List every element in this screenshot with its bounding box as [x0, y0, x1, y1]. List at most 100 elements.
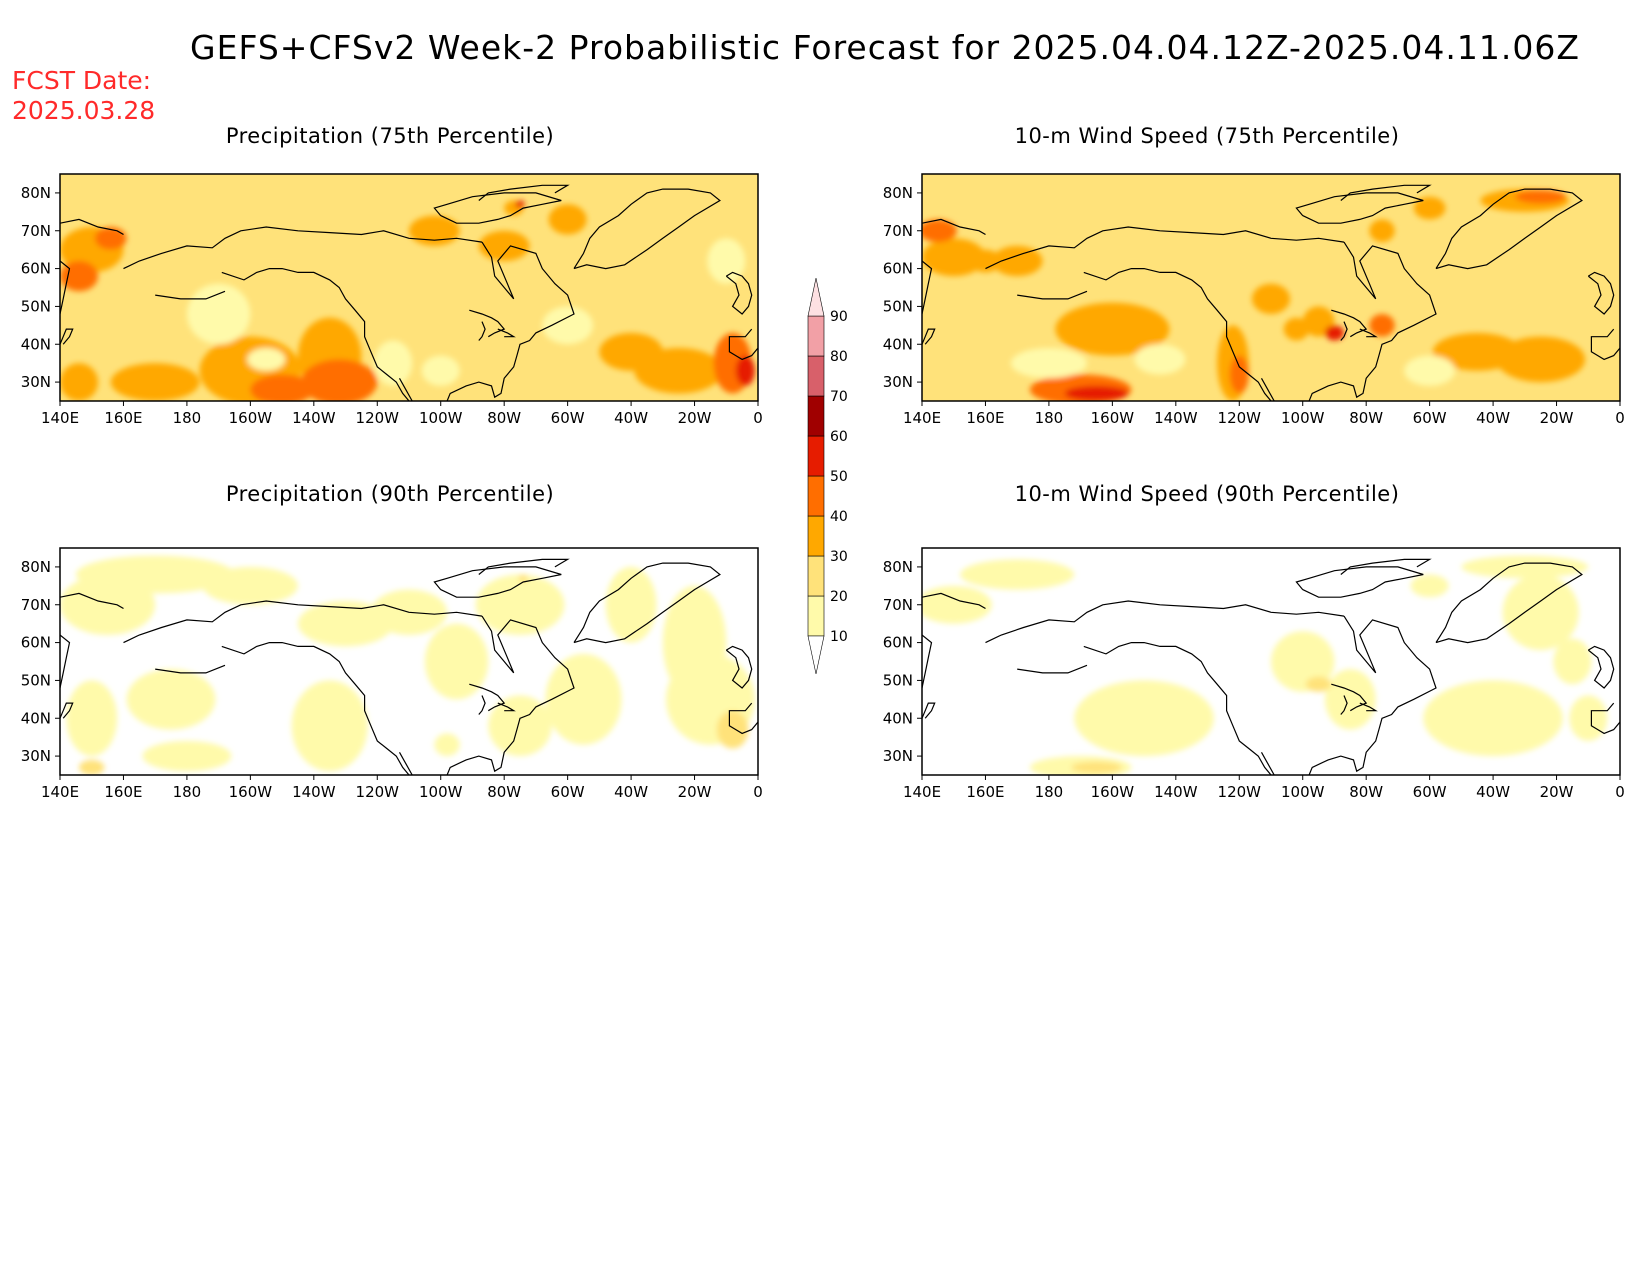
prob-area	[1324, 669, 1376, 730]
prob-area	[202, 566, 298, 605]
coastline	[922, 592, 986, 610]
coastline	[1083, 642, 1272, 775]
prob-area	[922, 238, 986, 277]
colorbar-label: 70	[830, 389, 848, 405]
prob-area	[110, 363, 200, 401]
prob-area	[735, 355, 755, 386]
coastline	[398, 378, 413, 401]
coastlines	[60, 558, 758, 775]
lat-tick-label: 80N	[883, 184, 913, 202]
map-frame	[59, 547, 759, 776]
map-panel-precip75: 140E 160E 180 160W 140W 120W 100W 80W 60W 40W 20W 0…	[21, 173, 763, 427]
lon-tick-label: 140W	[1154, 783, 1198, 801]
coastline	[123, 226, 483, 270]
coastline	[922, 702, 936, 719]
lon-tick-label: 0	[1615, 409, 1625, 427]
prob-area	[1369, 219, 1395, 243]
prob-area	[969, 249, 1002, 273]
lon-tick-label: 0	[753, 783, 763, 801]
lon-tick-label: 60W	[551, 409, 585, 427]
coastline	[573, 188, 721, 270]
lon-tick-label: 0	[1615, 783, 1625, 801]
coastline	[478, 695, 486, 715]
colorbar-segment	[807, 315, 825, 357]
coastline	[1260, 378, 1275, 401]
coastline	[469, 683, 506, 712]
coastline	[922, 634, 933, 689]
colorbar-segment	[807, 515, 825, 557]
lon-tick-label: 180	[1035, 409, 1064, 427]
prob-area	[66, 680, 118, 757]
lat-tick-label: 50N	[883, 671, 913, 689]
lat-tick-label: 70N	[883, 596, 913, 614]
forecast-date-label: FCST Date: 2025.03.28	[12, 66, 155, 126]
coastline	[478, 558, 570, 575]
coastline	[221, 642, 410, 775]
prob-area	[1324, 325, 1344, 341]
prob-area	[960, 559, 1075, 590]
lon-tick-label: 140E	[41, 409, 79, 427]
colorbar-label: 90	[830, 309, 848, 325]
prob-area	[478, 230, 530, 262]
coastline	[922, 260, 933, 315]
prob-area	[126, 669, 216, 730]
lat-tick-label: 50N	[883, 297, 913, 315]
colorbar-segment	[807, 555, 825, 597]
lon-tick-label: 80W	[487, 409, 521, 427]
prob-area	[515, 200, 525, 209]
lon-tick-label: 60W	[1413, 409, 1447, 427]
prob-area	[1305, 676, 1332, 692]
coastline	[1435, 562, 1583, 644]
lon-tick-label: 180	[173, 409, 202, 427]
coastline	[1017, 664, 1088, 674]
coastline	[60, 260, 71, 315]
prob-area	[1423, 680, 1563, 757]
lat-tick-label: 80N	[21, 558, 51, 576]
lon-tick-label: 160E	[104, 409, 142, 427]
lon-tick-label: 180	[173, 783, 202, 801]
prob-area	[707, 238, 746, 284]
prob-area	[1413, 196, 1446, 220]
coastline	[1590, 328, 1620, 361]
panel-title-wind90: 10-m Wind Speed (90th Percentile)	[1014, 482, 1400, 506]
coastline	[433, 192, 562, 224]
probability-field	[922, 174, 1620, 401]
prob-area	[1461, 555, 1589, 579]
lon-tick-label: 160E	[966, 409, 1004, 427]
lon-tick-label: 80W	[1349, 409, 1383, 427]
coastline	[446, 241, 575, 401]
lon-tick-label: 20W	[1540, 409, 1574, 427]
lon-tick-label: 80W	[1349, 783, 1383, 801]
prob-area	[605, 566, 657, 643]
prob-area	[545, 653, 622, 745]
prob-area	[488, 695, 552, 757]
lon-tick-label: 120W	[356, 783, 400, 801]
coastline	[922, 328, 936, 345]
panel-title-wind75: 10-m Wind Speed (75th Percentile)	[1014, 124, 1400, 148]
prob-area	[421, 355, 460, 386]
prob-area	[991, 245, 1043, 277]
coastline	[985, 600, 1345, 644]
prob-area	[634, 348, 724, 394]
prob-area	[548, 204, 587, 235]
lon-tick-label: 40W	[1476, 783, 1510, 801]
lat-tick-label: 50N	[21, 297, 51, 315]
prob-area	[186, 283, 251, 345]
map-panel-precip90: 140E 160E 180 160W 140W 120W 100W 80W 60W 40W 20W 0…	[21, 547, 763, 801]
lat-tick-label: 60N	[21, 634, 51, 652]
coastline	[60, 702, 74, 719]
prob-area	[1553, 638, 1592, 685]
lat-tick-label: 60N	[21, 260, 51, 278]
prob-area	[475, 574, 565, 636]
coastline	[1017, 290, 1088, 300]
lon-tick-label: 60W	[1413, 783, 1447, 801]
coastline	[922, 218, 986, 236]
coastline	[1331, 309, 1368, 338]
prob-area	[1496, 336, 1586, 383]
colorbar-label: 50	[830, 469, 848, 485]
lon-tick-label: 20W	[678, 783, 712, 801]
prob-area	[75, 555, 235, 594]
colorbar-label: 60	[830, 429, 848, 445]
coastline	[1359, 702, 1378, 712]
